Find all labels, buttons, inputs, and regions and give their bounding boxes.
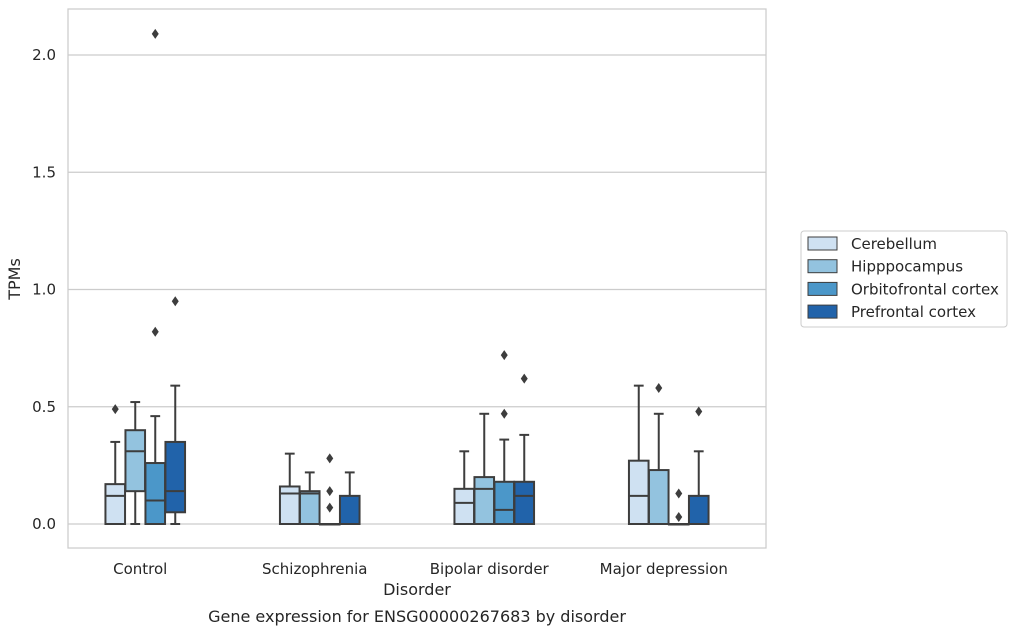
y-tick-label: 1.5: [32, 163, 56, 181]
chart-caption: Gene expression for ENSG00000267683 by d…: [208, 607, 626, 626]
box-hipppocampus: [298, 471, 321, 526]
outlier-point: [655, 382, 663, 393]
outlier-point: [326, 453, 334, 464]
legend-swatch: [807, 281, 838, 296]
box-plot-marks: [104, 28, 710, 526]
box-orbitofrontal-cortex: [667, 488, 690, 526]
y-axis-title: TPMs: [5, 258, 24, 301]
box-hipppocampus: [124, 401, 147, 525]
x-category-label: Major depression: [600, 560, 728, 578]
box-cerebellum: [453, 450, 476, 526]
box-iqr: [278, 485, 301, 526]
box-orbitofrontal-cortex: [493, 350, 516, 526]
outlier-point: [151, 326, 159, 337]
outlier-point: [151, 28, 159, 39]
outlier-point: [111, 404, 119, 415]
box-prefrontal-cortex: [513, 373, 536, 526]
box-prefrontal-cortex: [164, 296, 187, 525]
box-hipppocampus: [647, 382, 670, 526]
box-iqr: [104, 483, 127, 526]
box-prefrontal-cortex: [687, 406, 710, 525]
x-axis-categories: Control Schizophrenia Bipolar disorder Majo…: [113, 560, 728, 578]
legend-label: Prefrontal cortex: [851, 303, 976, 321]
box-cerebellum: [627, 384, 650, 525]
box-iqr: [473, 476, 496, 526]
outlier-point: [500, 408, 508, 419]
plot-area-frame: [67, 8, 767, 549]
box-iqr: [338, 494, 361, 525]
box-iqr: [687, 494, 710, 525]
box-iqr: [164, 440, 187, 514]
box-iqr: [493, 480, 516, 526]
box-hipppocampus: [473, 412, 496, 526]
legend-label: Orbitofrontal cortex: [851, 280, 999, 298]
box-cerebellum: [278, 452, 301, 526]
box-iqr: [453, 487, 476, 526]
box-iqr: [647, 469, 670, 526]
outlier-point: [500, 350, 508, 361]
box-orbitofrontal-cortex: [144, 28, 167, 525]
outlier-point: [520, 373, 528, 384]
box-cerebellum: [104, 404, 127, 526]
legend-label: Hipppocampus: [851, 258, 963, 276]
box-iqr: [124, 429, 147, 493]
legend-swatch: [807, 259, 838, 274]
y-axis-ticks: 0.0 0.5 1.0 1.5 2.0: [32, 46, 56, 533]
y-tick-label: 1.0: [32, 281, 56, 299]
y-tick-label: 0.0: [32, 515, 56, 533]
legend-swatch: [807, 236, 838, 251]
legend-frame: [800, 230, 1008, 328]
outlier-point: [695, 406, 703, 417]
outlier-point: [171, 296, 179, 307]
x-axis-title: Disorder: [383, 580, 451, 599]
box-iqr: [627, 459, 650, 525]
x-category-label: Schizophrenia: [262, 560, 367, 578]
box-iqr: [513, 480, 536, 526]
y-tick-label: 0.5: [32, 398, 56, 416]
outlier-point: [675, 488, 683, 499]
box-iqr: [144, 462, 167, 525]
box-iqr: [298, 490, 321, 526]
legend-label: Cerebellum: [851, 235, 937, 253]
x-category-label: Bipolar disorder: [430, 560, 550, 578]
legend: Cerebellum Hipppocampus Orbitofrontal cort…: [800, 230, 1008, 328]
outlier-point: [326, 502, 334, 513]
outlier-point: [326, 486, 334, 497]
legend-swatch: [807, 304, 838, 319]
y-tick-label: 2.0: [32, 46, 56, 64]
box-prefrontal-cortex: [338, 471, 361, 525]
outlier-point: [675, 511, 683, 522]
x-category-label: Control: [113, 560, 167, 578]
box-orbitofrontal-cortex: [318, 453, 341, 526]
